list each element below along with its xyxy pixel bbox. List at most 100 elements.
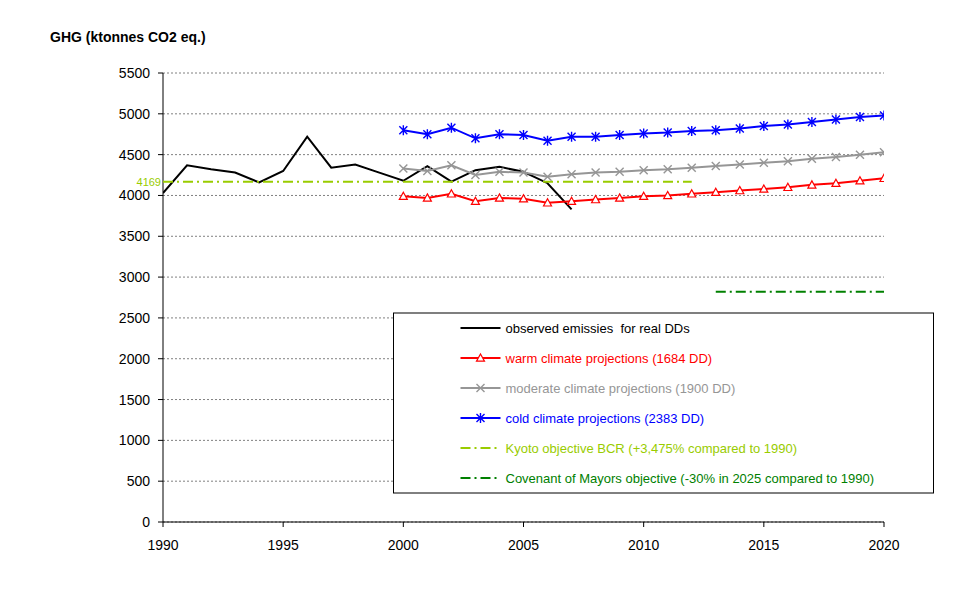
y-tick [158, 277, 163, 278]
marker [880, 174, 884, 181]
series [399, 148, 884, 180]
marker [664, 128, 672, 138]
legend-label: moderate climate projections (1900 DD) [506, 381, 736, 396]
x-tick [884, 522, 885, 527]
marker [832, 153, 840, 161]
marker [832, 115, 840, 125]
x-tick [283, 522, 284, 527]
series-line [716, 291, 884, 293]
y-axis-label: GHG (ktonnes CO2 eq.) [50, 29, 206, 45]
legend-label: Kyoto objective BCR (+3,475% compared to… [506, 441, 798, 456]
x-tick [643, 522, 644, 527]
marker [592, 196, 600, 203]
y-tick [158, 440, 163, 441]
series-line [163, 181, 692, 183]
marker [544, 173, 552, 181]
marker [399, 125, 407, 135]
y-tick-label: 5500 [119, 65, 150, 81]
y-tick [158, 236, 163, 237]
y-tick-label: 5000 [119, 106, 150, 122]
marker [760, 159, 768, 167]
legend-marker [477, 413, 485, 423]
series [163, 181, 692, 182]
marker [640, 192, 648, 199]
marker [856, 151, 864, 159]
legend-marker [477, 384, 485, 392]
marker [423, 129, 431, 139]
y-tick [158, 113, 163, 114]
marker [471, 197, 479, 204]
x-tick [403, 522, 404, 527]
marker [760, 185, 768, 192]
grid-line [163, 73, 884, 74]
marker [520, 195, 528, 202]
marker [664, 165, 672, 173]
marker [880, 110, 884, 120]
marker [688, 126, 696, 136]
plot-area [163, 110, 884, 291]
x-tick-label: 2010 [628, 537, 659, 553]
x-tick [163, 522, 164, 527]
y-tick-label: 4500 [119, 147, 150, 163]
x-tick-label: 2005 [508, 537, 539, 553]
x-tick-label: 1995 [268, 537, 299, 553]
marker [544, 199, 552, 206]
y-tick-label: 3000 [119, 269, 150, 285]
y-axis [163, 73, 164, 522]
marker [423, 167, 431, 175]
marker [640, 166, 648, 174]
marker [616, 168, 624, 176]
marker [808, 117, 816, 127]
legend-swatch [461, 327, 501, 329]
marker [616, 130, 624, 140]
y-tick-label: 1000 [119, 432, 150, 448]
series [716, 291, 884, 292]
marker [712, 162, 720, 170]
legend-label: Covenant of Mayors objective (-30% in 20… [506, 471, 875, 486]
marker [688, 164, 696, 172]
marker [784, 119, 792, 129]
legend-label: cold climate projections (2383 DD) [506, 411, 705, 426]
marker [568, 197, 576, 204]
legend-swatch [461, 477, 501, 479]
y-tick-label: 0 [142, 514, 150, 530]
marker [495, 129, 503, 139]
grid-line [163, 113, 884, 114]
x-tick [523, 522, 524, 527]
grid-line [163, 277, 884, 278]
marker [423, 194, 431, 201]
legend-marker [477, 354, 485, 361]
x-tick [763, 522, 764, 527]
y-tick-label: 4000 [119, 187, 150, 203]
y-tick [158, 195, 163, 196]
marker [447, 123, 455, 133]
marker [736, 187, 744, 194]
legend-swatch [461, 447, 501, 449]
marker [592, 169, 600, 177]
marker [784, 183, 792, 190]
y-tick-label: 2500 [119, 310, 150, 326]
legend: observed emissies for real DDswarm clima… [394, 313, 934, 493]
marker [712, 125, 720, 135]
marker [856, 112, 864, 122]
series-line [403, 152, 884, 176]
marker [520, 169, 528, 177]
y-tick [158, 73, 163, 74]
grid-line [163, 236, 884, 237]
y-tick-label: 3500 [119, 228, 150, 244]
annotation: 4169 [137, 176, 161, 188]
legend-label: warm climate projections (1684 DD) [505, 351, 713, 366]
y-tick [158, 317, 163, 318]
marker [808, 155, 816, 163]
marker [712, 188, 720, 195]
grid-line [163, 154, 884, 155]
marker [856, 177, 864, 184]
x-axis [163, 522, 884, 523]
y-tick [158, 522, 163, 523]
marker [784, 157, 792, 165]
marker [592, 132, 600, 142]
marker [447, 190, 455, 197]
marker [471, 171, 479, 179]
x-tick-label: 2020 [868, 537, 899, 553]
y-tick [158, 358, 163, 359]
